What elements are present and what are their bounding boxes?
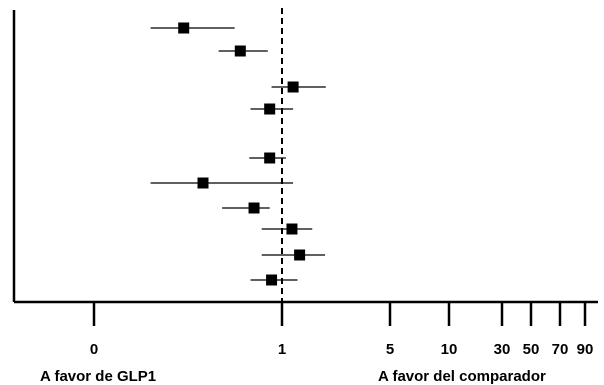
point-estimate: [178, 22, 190, 34]
point-estimate: [197, 177, 209, 189]
point-estimate: [248, 202, 260, 214]
x-tick-label: 50: [523, 341, 540, 358]
point-estimate: [294, 249, 306, 261]
point-estimate: [287, 81, 299, 93]
forest-rows: [150, 22, 326, 286]
x-tick-label: 0: [90, 341, 98, 358]
favors-comparator-label: A favor del comparador: [378, 368, 546, 385]
x-axis-ticks: 0 1 5 10 30 50 70 90: [90, 302, 594, 358]
point-estimate: [264, 103, 276, 115]
x-tick-label: 5: [386, 341, 394, 358]
favors-glp1-label: A favor de GLP1: [40, 368, 156, 385]
point-estimate: [264, 152, 276, 164]
point-estimate: [286, 223, 298, 235]
x-tick-label: 70: [552, 341, 569, 358]
point-estimate: [266, 274, 278, 286]
x-tick-label: 10: [441, 341, 458, 358]
point-estimate: [234, 45, 246, 57]
x-tick-label: 90: [577, 341, 594, 358]
x-tick-label: 1: [278, 341, 286, 358]
x-tick-label: 30: [494, 341, 511, 358]
